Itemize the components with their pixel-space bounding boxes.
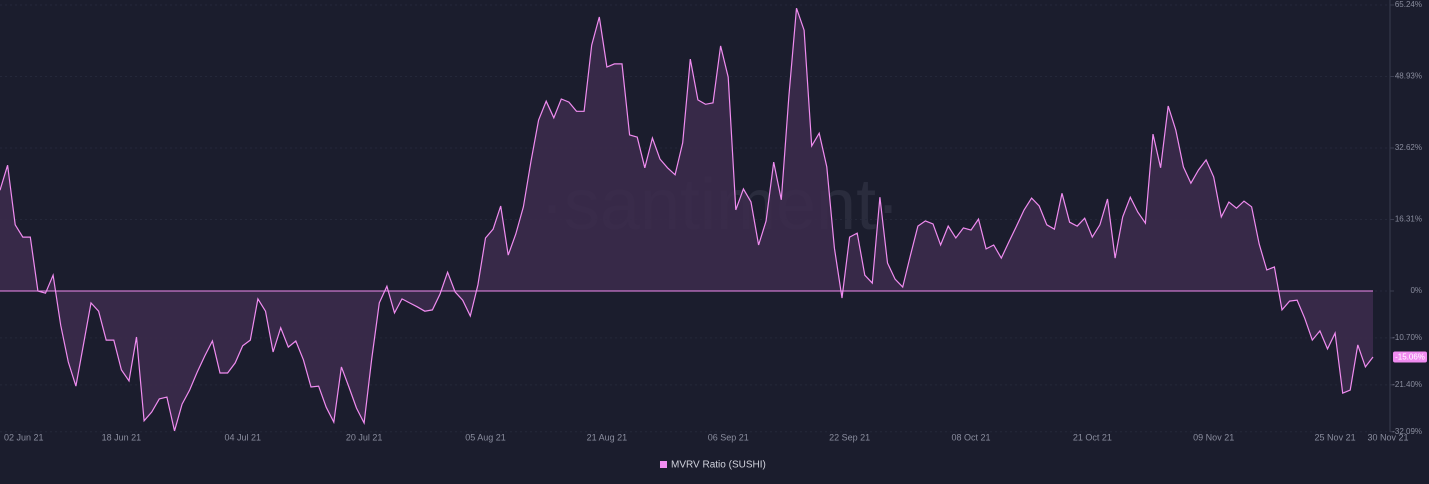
legend: MVRV Ratio (SUSHI) (660, 460, 766, 471)
last-value-label: -15.06% (1395, 353, 1425, 362)
x-tick-label: 25 Nov 21 (1315, 432, 1356, 442)
line (0, 8, 1374, 432)
y-tick-label: 48.93% (1395, 72, 1422, 81)
legend-swatch (660, 461, 667, 468)
y-tick-label: -21.40% (1392, 380, 1422, 389)
y-tick-label: -10.70% (1392, 333, 1422, 342)
area (0, 8, 1373, 431)
y-tick-label: 32.62% (1395, 143, 1422, 152)
x-tick-label: 04 Jul 21 (224, 432, 261, 442)
x-tick-label: 09 Nov 21 (1193, 432, 1234, 442)
x-tick-label: 20 Jul 21 (346, 432, 383, 442)
x-tick-label: 21 Oct 21 (1073, 432, 1112, 442)
legend-label: MVRV Ratio (SUSHI) (671, 460, 766, 471)
x-tick-label: 30 Nov 21 (1367, 432, 1408, 442)
x-tick-label: 21 Aug 21 (587, 432, 628, 442)
y-tick-label: 0% (1410, 286, 1422, 295)
x-tick-label: 22 Sep 21 (829, 432, 870, 442)
x-tick-label: 08 Oct 21 (951, 432, 990, 442)
x-tick-label: 06 Sep 21 (708, 432, 749, 442)
x-tick-label: 18 Jun 21 (102, 432, 142, 442)
x-tick-label: 02 Jun 21 (4, 432, 44, 442)
y-tick-label: -32.09% (1392, 427, 1422, 436)
y-tick-label: 65.24% (1395, 0, 1422, 9)
y-tick-label: 16.31% (1395, 215, 1422, 224)
x-tick-label: 05 Aug 21 (465, 432, 506, 442)
last-value-badge (1393, 351, 1427, 363)
